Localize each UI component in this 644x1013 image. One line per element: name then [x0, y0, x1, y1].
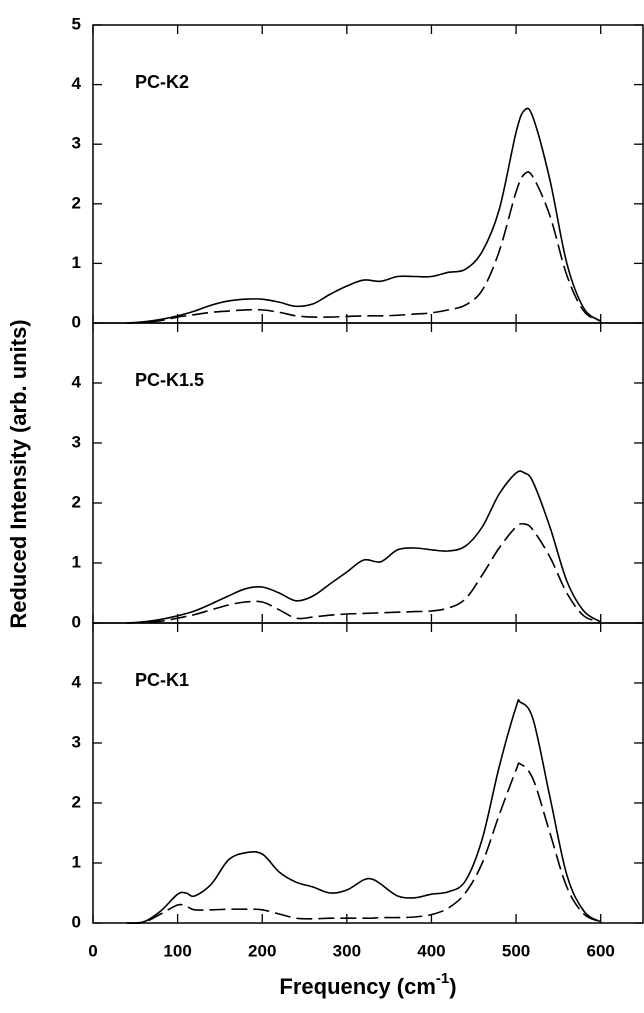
panel-label: PC-K1 — [135, 670, 189, 690]
y-tick-label: 3 — [72, 432, 81, 451]
y-tick-label: 4 — [72, 372, 82, 391]
y-tick-label: 0 — [72, 312, 81, 331]
x-tick-label: 100 — [163, 941, 191, 960]
data-line — [126, 107, 602, 324]
panel-label: PC-K2 — [135, 72, 189, 92]
y-tick-label: 1 — [72, 852, 81, 871]
x-tick-label: 300 — [333, 941, 361, 960]
panel-frame — [92, 322, 644, 624]
data-line — [126, 762, 602, 925]
x-axis-label-sup: -1 — [436, 970, 449, 987]
x-axis-label: Frequency (cm-1) — [279, 970, 456, 999]
y-tick-label: 2 — [72, 492, 81, 511]
y-tick-label: 0 — [72, 612, 81, 631]
y-tick-label: 2 — [72, 792, 81, 811]
y-tick-label: 4 — [72, 672, 82, 691]
panel-frame — [92, 24, 644, 324]
y-tick-label: 5 — [72, 14, 81, 33]
x-axis-label-end: ) — [449, 974, 456, 999]
data-line — [126, 171, 602, 324]
x-tick-label: 600 — [587, 941, 615, 960]
y-tick-label: 0 — [72, 912, 81, 931]
y-tick-label: 1 — [72, 253, 81, 272]
x-tick-label: 500 — [502, 941, 530, 960]
panel-label: PC-K1.5 — [135, 370, 204, 390]
y-tick-label: 3 — [72, 134, 81, 153]
panel-frame — [92, 622, 644, 924]
y-tick-label: 2 — [72, 193, 81, 212]
data-line — [126, 470, 602, 624]
y-tick-label: 1 — [72, 552, 81, 571]
x-tick-label: 200 — [248, 941, 276, 960]
x-tick-label: 0 — [88, 941, 97, 960]
data-line — [126, 699, 602, 924]
y-axis-label: Reduced Intensity (arb. units) — [6, 319, 31, 628]
x-tick-label: 400 — [417, 941, 445, 960]
data-line — [126, 522, 601, 624]
y-tick-label: 3 — [72, 732, 81, 751]
y-tick-label: 4 — [72, 74, 82, 93]
x-axis-label-main: Frequency (cm — [279, 974, 436, 999]
